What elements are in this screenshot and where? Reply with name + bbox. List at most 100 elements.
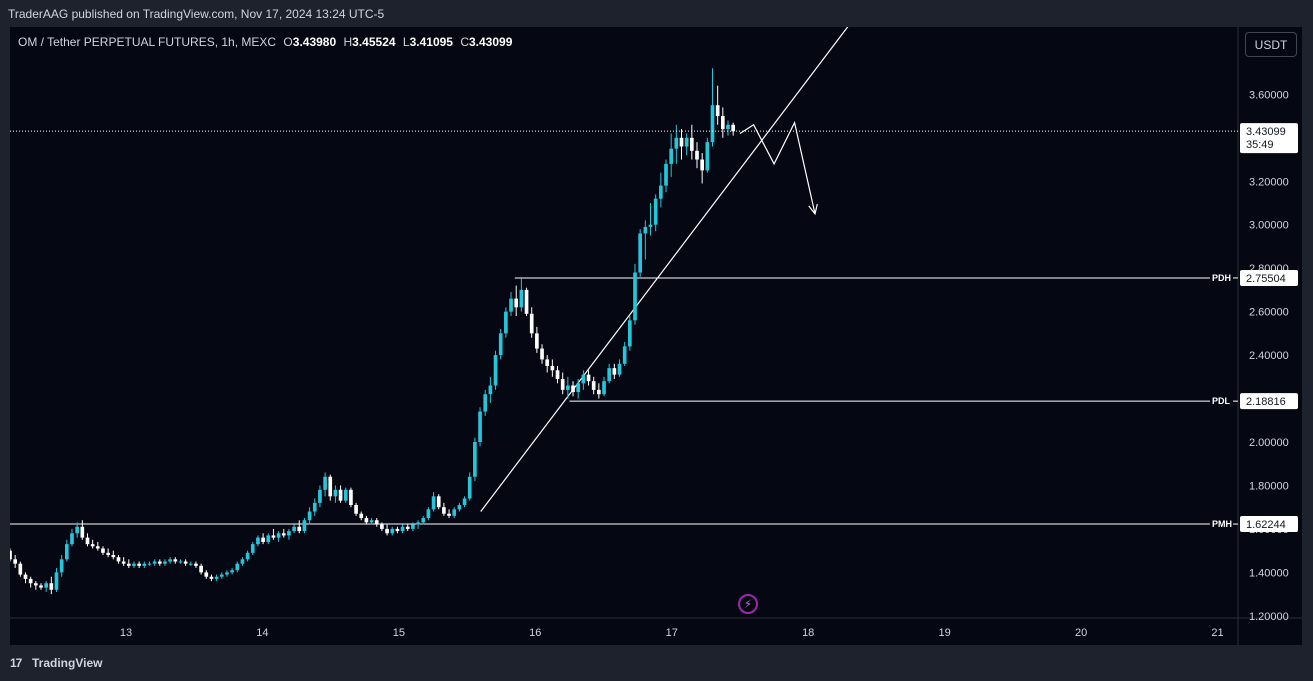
- candle-body: [555, 370, 560, 379]
- candle-body: [597, 389, 601, 395]
- candle-body: [715, 105, 720, 117]
- candle-body: [188, 563, 193, 565]
- candle-body: [607, 368, 612, 382]
- candle-body: [385, 528, 389, 534]
- y-tick-label: 1.80000: [1249, 480, 1289, 492]
- candle-body: [591, 381, 596, 390]
- x-tick-label: 13: [120, 627, 132, 639]
- candle-body: [705, 142, 710, 171]
- candle-body: [168, 559, 172, 562]
- candle-body: [75, 526, 79, 534]
- candle-body: [111, 554, 116, 558]
- candle-body: [726, 124, 730, 130]
- candle-body: [731, 124, 735, 132]
- candle-body: [225, 572, 229, 575]
- projection-arrowhead: [808, 203, 818, 216]
- footer-bar: 17 TradingView: [0, 645, 1313, 681]
- chart-area[interactable]: 3.800003.600003.400003.200003.000002.800…: [10, 27, 1302, 645]
- candle-body: [524, 289, 529, 314]
- currency-unit-button[interactable]: USDT: [1245, 32, 1297, 57]
- x-tick-label: 19: [939, 627, 951, 639]
- candle-body: [64, 544, 69, 560]
- candle-body: [710, 105, 715, 143]
- open-label: O: [283, 35, 293, 49]
- candle-body: [400, 526, 405, 532]
- y-tick-label: 2.60000: [1249, 307, 1289, 319]
- candle-body: [436, 496, 441, 508]
- candle-body: [338, 489, 343, 501]
- candle-body: [519, 289, 524, 308]
- candle-body: [674, 137, 679, 149]
- candle-body: [684, 137, 689, 147]
- y-tick-label: 2.00000: [1249, 437, 1289, 449]
- candle-body: [354, 505, 358, 514]
- candle-body: [602, 381, 606, 395]
- candle-body: [101, 548, 105, 553]
- candle-body: [638, 233, 643, 273]
- candle-body: [292, 526, 296, 532]
- candle-body: [514, 298, 519, 308]
- candle-body: [509, 298, 513, 312]
- y-tick-label: 3.20000: [1249, 176, 1289, 188]
- symbol-legend: OM / Tether PERPETUAL FUTURES, 1h, MEXC …: [18, 35, 512, 49]
- candle-body: [90, 544, 95, 547]
- candle-body: [178, 561, 183, 563]
- candle-body: [431, 496, 436, 510]
- symbol-title: OM / Tether PERPETUAL FUTURES, 1h, MEXC: [18, 35, 277, 49]
- candle-body: [467, 476, 472, 499]
- candle-body: [44, 583, 48, 588]
- level-value: 2.18816: [1246, 396, 1286, 408]
- lightning-icon[interactable]: ⚡: [738, 594, 758, 614]
- high-value: 3.45524: [352, 35, 396, 49]
- candle-body: [535, 333, 539, 349]
- y-tick-label: 1.40000: [1249, 567, 1289, 579]
- publisher-info: TraderAAG published on TradingView.com, …: [8, 7, 385, 21]
- candle-body: [560, 378, 565, 390]
- candle-body: [214, 576, 219, 579]
- candle-body: [669, 148, 674, 164]
- candle-body: [121, 561, 126, 564]
- price-chart[interactable]: 3.800003.600003.400003.200003.000002.800…: [10, 27, 1302, 645]
- candle-body: [462, 498, 467, 506]
- candle-body: [617, 363, 622, 375]
- candle-body: [95, 546, 100, 549]
- candle-body: [659, 185, 663, 199]
- candle-body: [498, 333, 503, 356]
- last-price-box: [1240, 123, 1298, 154]
- candle-body: [28, 578, 33, 584]
- candle-body: [648, 224, 653, 227]
- x-tick-label: 16: [529, 627, 541, 639]
- candle-body: [478, 411, 482, 443]
- top-bar: TraderAAG published on TradingView.com, …: [0, 0, 1313, 27]
- candle-body: [380, 524, 384, 529]
- candle-body: [106, 552, 110, 555]
- candle-body: [689, 137, 694, 151]
- candle-body: [457, 505, 462, 510]
- candle-body: [312, 502, 317, 512]
- level-value-box: [1240, 269, 1298, 286]
- candle-body: [483, 394, 488, 412]
- candle-body: [369, 520, 374, 523]
- candle-body: [147, 563, 152, 565]
- bar-countdown: 35:49: [1246, 139, 1274, 151]
- candle-body: [240, 559, 245, 564]
- candle-body: [23, 574, 28, 579]
- candle-body: [405, 526, 410, 529]
- candle-body: [416, 522, 420, 525]
- candle-body: [700, 159, 704, 171]
- candle-body: [116, 557, 121, 562]
- candle-body: [395, 528, 400, 532]
- candle-body: [230, 570, 234, 573]
- open-value: 3.43980: [292, 35, 337, 49]
- candle-body: [421, 518, 426, 523]
- tradingview-brand[interactable]: 17 TradingView: [10, 656, 102, 670]
- candle-body: [54, 572, 59, 590]
- candle-body: [328, 476, 333, 497]
- y-tick-label: 1.20000: [1249, 611, 1289, 623]
- candle-body: [586, 374, 591, 382]
- x-tick-label: 20: [1075, 627, 1087, 639]
- projection-path: [739, 120, 816, 214]
- candle-body: [695, 150, 699, 160]
- candle-body: [10, 550, 12, 560]
- candle-body: [80, 526, 85, 538]
